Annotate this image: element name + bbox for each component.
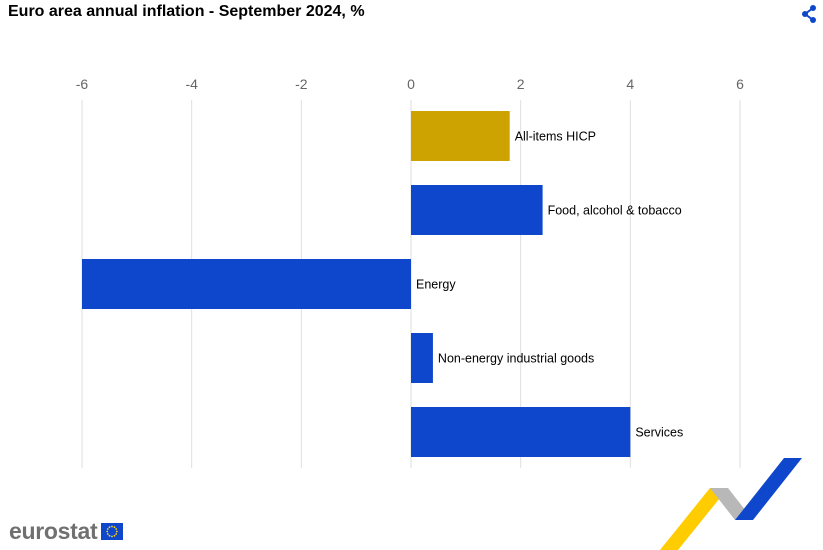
bars: [82, 111, 631, 457]
share-icon: [802, 5, 816, 23]
x-tick-label: 4: [626, 76, 634, 92]
bar-non-energy-industrial-goods[interactable]: [411, 333, 433, 383]
bar-food-alcohol-tobacco[interactable]: [411, 185, 543, 235]
ribbon-yellow: [660, 488, 728, 550]
eurostat-logo[interactable]: eurostat: [9, 518, 124, 545]
category-label: Services: [635, 426, 683, 440]
bar-energy[interactable]: [82, 259, 411, 309]
eurostat-wordmark: eurostat: [9, 518, 98, 544]
x-tick-label: -6: [76, 76, 89, 92]
chart-title: Euro area annual inflation - September 2…: [8, 3, 365, 20]
bar-chart: -6 -4 -2 0 2 4 6 All-items HICP Food, alcohol &…: [76, 76, 744, 468]
decorative-ribbon: [660, 458, 802, 550]
bar-all-items-hicp[interactable]: [411, 111, 510, 161]
x-tick-label: 0: [407, 76, 415, 92]
category-label: Energy: [416, 278, 456, 292]
x-tick-label: -2: [295, 76, 308, 92]
category-labels: All-items HICP Food, alcohol & tobacco Ene…: [416, 130, 683, 440]
ribbon-blue: [735, 458, 802, 520]
x-axis-ticks: -6 -4 -2 0 2 4 6: [76, 76, 744, 92]
eu-flag-icon: [101, 523, 124, 540]
bar-services[interactable]: [411, 407, 631, 457]
share-button[interactable]: [798, 4, 820, 24]
x-tick-label: -4: [185, 76, 198, 92]
category-label: Food, alcohol & tobacco: [548, 204, 682, 218]
category-label: Non-energy industrial goods: [438, 352, 594, 366]
x-tick-label: 6: [736, 76, 744, 92]
category-label: All-items HICP: [515, 130, 596, 144]
x-tick-label: 2: [517, 76, 525, 92]
